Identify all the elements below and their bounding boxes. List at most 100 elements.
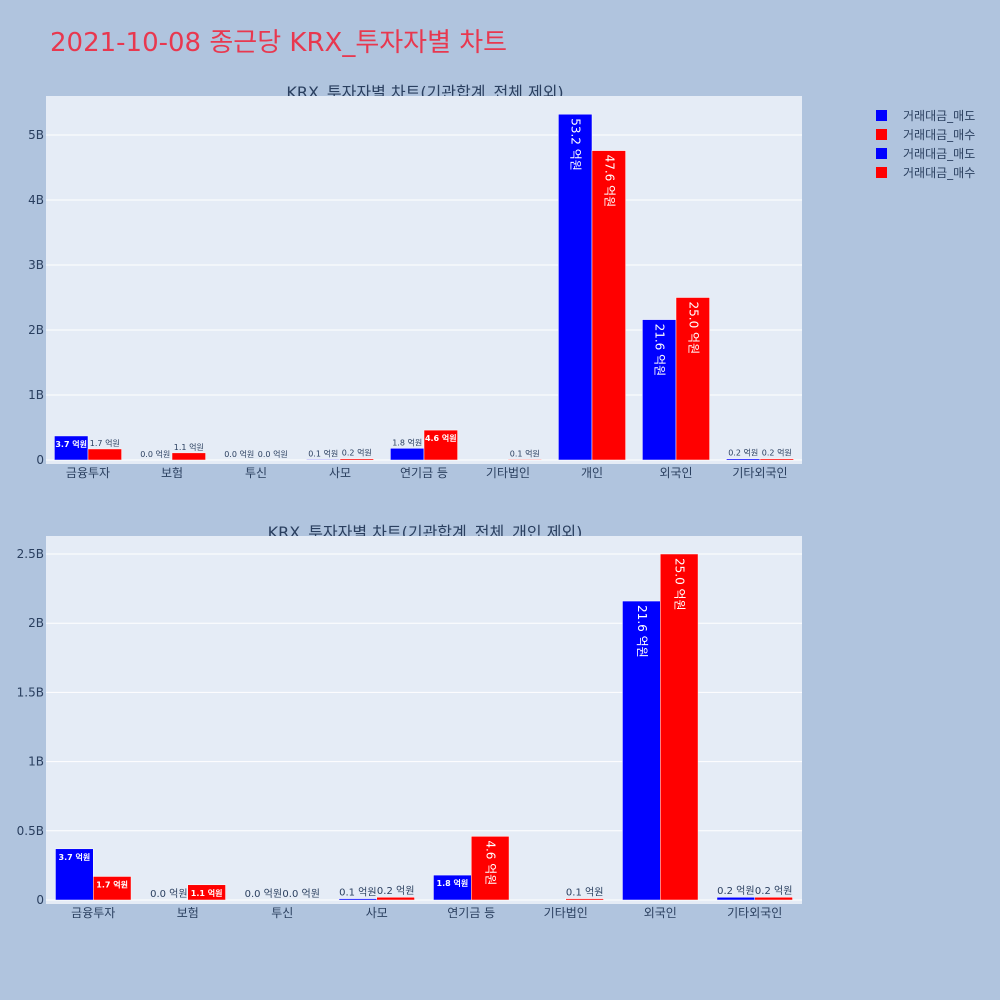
- bar-buy[interactable]: [339, 458, 374, 461]
- bar-sell[interactable]: [390, 448, 425, 461]
- legend-item-buy-1[interactable]: 거래대금_매수: [876, 125, 975, 144]
- x-tick-label: 외국인: [659, 466, 692, 480]
- data-label: 0.2 억원: [755, 885, 792, 897]
- bar-buy[interactable]: [93, 876, 132, 901]
- x-tick-label: 투신: [245, 466, 267, 480]
- data-label: 0.1 억원: [566, 887, 603, 899]
- y-tick-label: 1B: [28, 388, 44, 402]
- bar-sell[interactable]: [55, 848, 94, 901]
- y-tick-label: 0: [36, 893, 44, 907]
- legend-label: 거래대금_매수: [903, 128, 976, 142]
- data-label: 0.0 억원: [245, 888, 282, 900]
- bar-sell[interactable]: [558, 113, 593, 461]
- bar-buy[interactable]: [759, 458, 794, 461]
- bar-buy[interactable]: [471, 836, 510, 901]
- legend-item-sell-2[interactable]: 거래대금_매도: [876, 144, 975, 163]
- bar-sell[interactable]: [622, 600, 661, 901]
- bar-sell[interactable]: [54, 435, 89, 461]
- legend-swatch-buy: [876, 167, 887, 178]
- data-label: 1.1 억원: [174, 442, 204, 452]
- bar-buy[interactable]: [171, 452, 206, 461]
- y-tick-label: 4B: [28, 193, 44, 207]
- bar-buy[interactable]: [507, 459, 542, 461]
- data-label: 3.7 억원: [55, 439, 87, 449]
- data-label: 0.1 억원: [510, 448, 540, 458]
- bar-sell[interactable]: [433, 874, 472, 901]
- x-tick-label: 기타법인: [486, 466, 530, 480]
- data-label: 0.2 억원: [762, 448, 792, 458]
- bar-sell[interactable]: [338, 898, 378, 901]
- data-label: 0.1 억원: [308, 448, 338, 458]
- data-label: 53.2 억원: [569, 118, 583, 171]
- y-tick-label: 2B: [28, 323, 44, 337]
- bar-buy[interactable]: [675, 297, 710, 461]
- y-tick-label: 1B: [28, 755, 44, 769]
- x-tick-label: 사모: [366, 906, 388, 920]
- bar-sell[interactable]: [716, 896, 756, 901]
- data-label: 47.6 억원: [602, 155, 616, 208]
- legend-item-sell-1[interactable]: 거래대금_매도: [876, 106, 975, 125]
- legend-swatch-sell: [876, 148, 887, 159]
- x-tick-label: 외국인: [644, 906, 677, 920]
- y-tick-label: 3B: [28, 258, 44, 272]
- y-tick-label: 1.5B: [17, 685, 44, 699]
- page-title: 2021-10-08 종근당 KRX_투자자별 차트: [50, 28, 508, 58]
- x-tick-label: 기타법인: [544, 906, 588, 920]
- y-tick-label: 5B: [28, 128, 44, 142]
- legend-item-buy-2[interactable]: 거래대금_매수: [876, 163, 975, 182]
- y-tick-label: 0.5B: [17, 824, 44, 838]
- data-label: 21.6 억원: [653, 324, 667, 377]
- x-tick-label: 금융투자: [71, 906, 115, 920]
- bar-buy[interactable]: [591, 150, 626, 461]
- y-tick-label: 0: [36, 453, 44, 467]
- bar-sell[interactable]: [726, 458, 761, 461]
- data-label: 0.0 억원: [282, 888, 319, 900]
- data-label: 0.1 억원: [339, 887, 376, 899]
- x-tick-label: 금융투자: [66, 466, 110, 480]
- legend: 거래대금_매도 거래대금_매수 거래대금_매도 거래대금_매수: [876, 106, 975, 182]
- data-label: 0.0 억원: [224, 449, 254, 459]
- bar-buy[interactable]: [423, 429, 458, 461]
- data-label: 1.7 억원: [96, 879, 128, 889]
- bar-sell[interactable]: [642, 319, 677, 461]
- bar-buy[interactable]: [565, 898, 604, 901]
- bar-buy[interactable]: [754, 896, 793, 901]
- x-tick-label: 기타외국인: [732, 466, 787, 480]
- x-tick-label: 개인: [581, 466, 603, 480]
- legend-swatch-buy: [876, 129, 887, 140]
- x-tick-label: 보험: [161, 466, 183, 480]
- y-tick-label: 2.5B: [17, 547, 44, 561]
- bar-buy[interactable]: [660, 553, 699, 901]
- bar-buy[interactable]: [87, 448, 122, 461]
- data-label: 0.2 억원: [717, 885, 754, 897]
- legend-label: 거래대금_매수: [903, 166, 976, 180]
- legend-label: 거래대금_매도: [903, 147, 976, 161]
- data-label: 25.0 억원: [673, 558, 687, 611]
- data-label: 3.7 억원: [59, 852, 91, 862]
- x-tick-label: 연기금 등: [400, 466, 448, 480]
- data-label: 0.0 억원: [150, 888, 187, 900]
- data-label: 0.0 억원: [258, 449, 288, 459]
- data-label: 0.2 억원: [728, 448, 758, 458]
- data-label: 1.8 억원: [392, 437, 422, 447]
- x-tick-label: 연기금 등: [447, 906, 495, 920]
- data-label: 21.6 억원: [635, 605, 649, 658]
- data-label: 1.7 억원: [90, 438, 120, 448]
- data-label: 1.1 억원: [191, 888, 223, 898]
- data-label: 0.2 억원: [377, 885, 414, 897]
- data-label: 0.2 억원: [342, 448, 372, 458]
- x-tick-label: 투신: [271, 906, 293, 920]
- x-tick-label: 보험: [177, 906, 199, 920]
- x-tick-label: 사모: [329, 466, 351, 480]
- data-label: 4.6 억원: [484, 840, 498, 885]
- data-label: 25.0 억원: [686, 302, 700, 355]
- data-label: 1.8 억원: [437, 878, 469, 888]
- bar-buy[interactable]: [187, 884, 226, 901]
- x-tick-label: 기타외국인: [727, 906, 782, 920]
- legend-label: 거래대금_매도: [903, 109, 976, 123]
- bar-sell[interactable]: [306, 459, 341, 461]
- y-tick-label: 2B: [28, 616, 44, 630]
- bar-buy[interactable]: [376, 896, 415, 901]
